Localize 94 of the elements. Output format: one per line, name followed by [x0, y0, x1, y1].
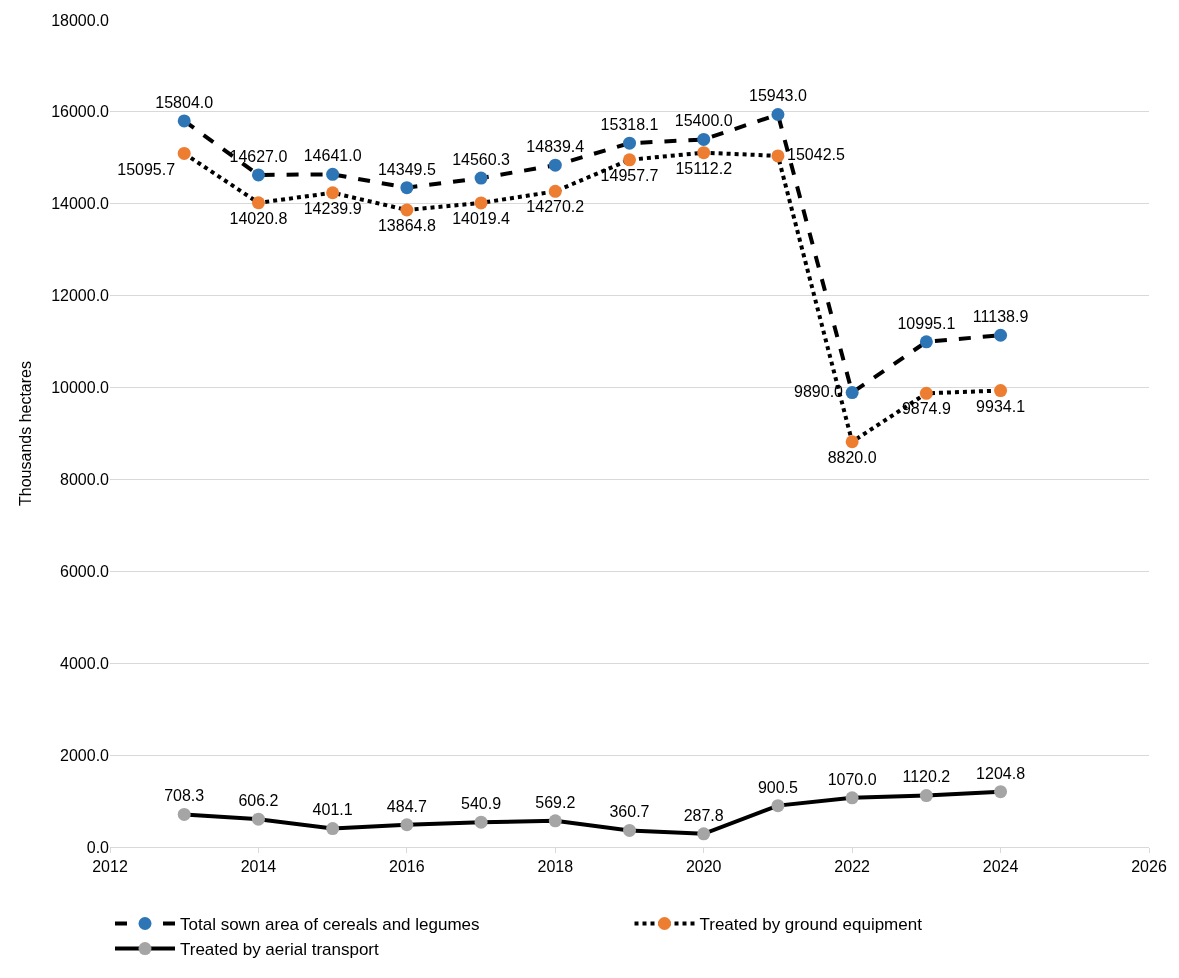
point — [548, 184, 562, 198]
y-tick-label: 12000.0 — [51, 287, 110, 305]
data-label: 14270.2 — [526, 198, 585, 216]
point — [623, 823, 636, 837]
point — [326, 822, 340, 836]
data-label: 540.9 — [461, 795, 502, 813]
point — [251, 812, 265, 826]
y-tick-label: 16000.0 — [51, 103, 110, 121]
point — [919, 789, 933, 803]
data-label: 14020.8 — [229, 209, 288, 227]
point — [845, 386, 859, 400]
data-label: 11138.9 — [972, 308, 1029, 326]
legend-label: Total sown area of cereals and legumes — [180, 915, 480, 935]
data-label: 1204.8 — [976, 764, 1026, 782]
point — [771, 108, 785, 121]
data-label: 13864.8 — [377, 217, 436, 235]
point — [548, 814, 562, 828]
y-tick-label: 6000.0 — [60, 562, 110, 580]
point — [919, 335, 933, 349]
x-tick-label: 2012 — [92, 858, 128, 876]
data-label: 8820.0 — [827, 448, 877, 466]
data-label: 360.7 — [609, 803, 650, 821]
data-label: 287.8 — [683, 806, 724, 824]
data-label: 15042.5 — [787, 145, 845, 163]
point — [845, 435, 859, 449]
x-tick-label: 2026 — [1131, 858, 1167, 876]
data-label: 484.7 — [386, 797, 427, 815]
data-label: 15804.0 — [155, 93, 214, 111]
data-label: 15318.1 — [600, 116, 659, 134]
y-tick-label: 2000.0 — [60, 746, 110, 764]
data-label: 10995.1 — [897, 314, 956, 332]
legend-label: Treated by aerial transport — [180, 940, 380, 960]
point — [251, 168, 265, 182]
point — [919, 386, 933, 400]
x-tick-label: 2022 — [834, 858, 871, 876]
data-label: 14627.0 — [229, 147, 288, 165]
data-label: 569.2 — [535, 793, 576, 811]
data-label: 15400.0 — [674, 112, 733, 130]
y-tick-label: 8000.0 — [60, 471, 110, 489]
data-label: 1070.0 — [827, 770, 877, 788]
point — [400, 203, 414, 217]
data-label: 14957.7 — [600, 166, 659, 184]
point — [177, 114, 191, 128]
point — [845, 791, 859, 805]
point — [400, 818, 414, 832]
data-label: 15095.7 — [117, 160, 176, 178]
data-label: 1120.2 — [902, 768, 951, 786]
data-label: 9890.0 — [794, 382, 844, 400]
data-label: 14641.0 — [303, 147, 362, 165]
point — [326, 167, 340, 181]
data-label: 606.2 — [238, 792, 279, 810]
legend-label: Treated by ground equipment — [699, 915, 923, 935]
y-tick-label: 14000.0 — [51, 195, 110, 213]
point — [177, 807, 191, 821]
point — [326, 186, 340, 200]
y-tick-label: 4000.0 — [60, 654, 110, 672]
y-tick-label: 10000.0 — [51, 379, 110, 397]
data-label: 900.5 — [757, 778, 799, 796]
y-tick-label: 18000.0 — [51, 11, 110, 29]
x-tick-label: 2014 — [240, 858, 277, 876]
point — [177, 146, 191, 160]
point — [623, 153, 636, 167]
data-label: 15943.0 — [749, 87, 807, 105]
data-label: 401.1 — [312, 801, 353, 819]
data-label: 14239.9 — [303, 199, 362, 217]
data-label: 9874.9 — [901, 400, 951, 418]
point — [251, 196, 265, 210]
x-tick-label: 2024 — [982, 858, 1019, 876]
point — [994, 384, 1008, 398]
data-label: 708.3 — [164, 787, 205, 805]
point — [548, 158, 562, 172]
point — [771, 799, 785, 813]
data-label: 14019.4 — [452, 210, 511, 228]
data-label: 9934.1 — [976, 397, 1026, 415]
y-tick-label: 0.0 — [86, 838, 110, 856]
x-tick-label: 2018 — [537, 858, 574, 876]
data-label: 14349.5 — [377, 160, 436, 178]
point — [697, 146, 711, 160]
data-label: 15112.2 — [675, 159, 733, 177]
point — [994, 328, 1008, 342]
x-tick-label: 2016 — [389, 858, 425, 876]
point — [697, 827, 711, 841]
y-axis-title: Thousands hectares — [17, 361, 35, 506]
point — [623, 136, 636, 150]
data-label: 14560.3 — [452, 150, 511, 168]
point — [771, 149, 785, 163]
point — [994, 785, 1008, 799]
data-label: 14839.4 — [526, 138, 585, 156]
point — [474, 171, 488, 185]
x-tick-label: 2020 — [685, 858, 722, 876]
point — [474, 815, 488, 829]
point — [474, 196, 488, 210]
point — [400, 181, 414, 195]
point — [697, 132, 711, 146]
